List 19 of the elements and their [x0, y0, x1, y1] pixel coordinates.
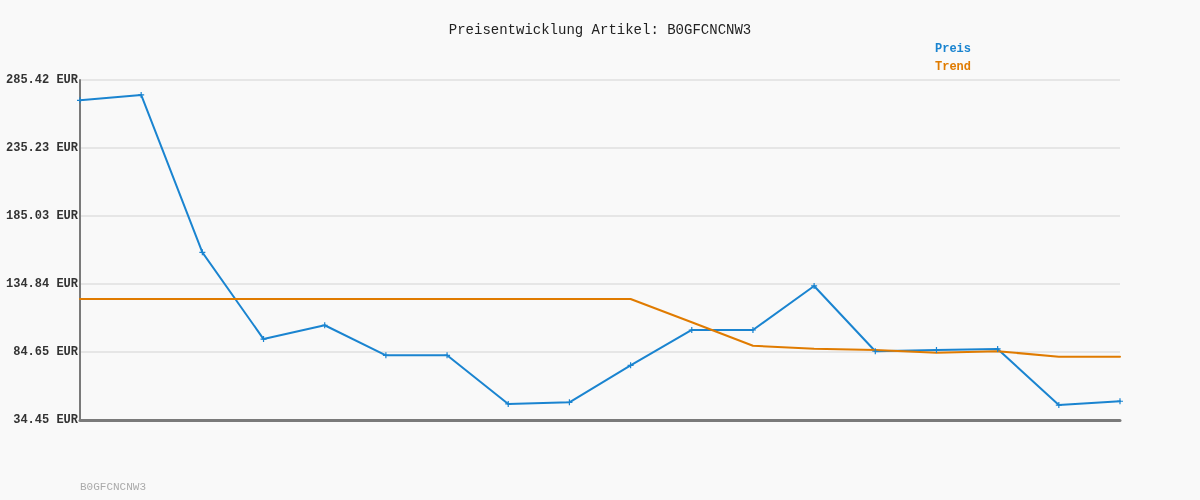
text: B0GFCNCNW3 [80, 480, 147, 493]
y-tick-label: 185.03 EUR [5, 209, 79, 223]
y-tick-label: 235.23 EUR [5, 140, 79, 155]
point [260, 336, 267, 343]
point [811, 282, 818, 289]
line-series [79, 297, 1121, 358]
point [138, 91, 145, 98]
text: Preis [934, 42, 972, 56]
point [444, 352, 451, 359]
y-tick-label: 285.42 EUR [5, 73, 79, 87]
y-tick-label: 34.45 EUR [13, 413, 79, 427]
point [505, 400, 512, 407]
point [1055, 402, 1062, 409]
y-tick-label: 84.65 EUR [13, 344, 79, 359]
point [1117, 398, 1123, 405]
text: Trend [934, 60, 972, 74]
y-tick-label: 134.84 EUR [5, 277, 79, 291]
chart-title: Preisentwicklung Artikel: B0GFCNCNW3 [448, 22, 752, 38]
point [77, 97, 83, 104]
